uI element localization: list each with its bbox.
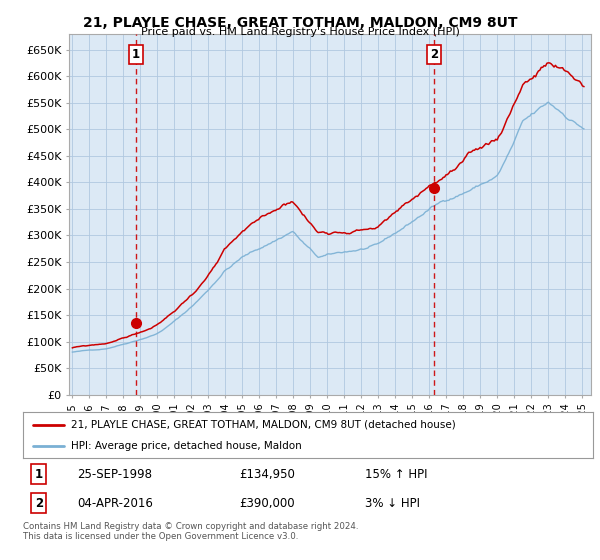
Text: 2: 2 (35, 497, 43, 510)
Text: 25-SEP-1998: 25-SEP-1998 (77, 468, 152, 480)
Text: 3% ↓ HPI: 3% ↓ HPI (365, 497, 420, 510)
Text: HPI: Average price, detached house, Maldon: HPI: Average price, detached house, Mald… (71, 441, 302, 451)
Text: 1: 1 (35, 468, 43, 480)
Text: 15% ↑ HPI: 15% ↑ HPI (365, 468, 427, 480)
Text: 04-APR-2016: 04-APR-2016 (77, 497, 153, 510)
Text: 2: 2 (430, 48, 438, 62)
Text: 1: 1 (132, 48, 140, 62)
Text: 21, PLAYLE CHASE, GREAT TOTHAM, MALDON, CM9 8UT: 21, PLAYLE CHASE, GREAT TOTHAM, MALDON, … (83, 16, 517, 30)
Text: Price paid vs. HM Land Registry's House Price Index (HPI): Price paid vs. HM Land Registry's House … (140, 27, 460, 37)
Text: 21, PLAYLE CHASE, GREAT TOTHAM, MALDON, CM9 8UT (detached house): 21, PLAYLE CHASE, GREAT TOTHAM, MALDON, … (71, 419, 456, 430)
Text: £390,000: £390,000 (239, 497, 295, 510)
Text: Contains HM Land Registry data © Crown copyright and database right 2024.
This d: Contains HM Land Registry data © Crown c… (23, 522, 358, 542)
Text: £134,950: £134,950 (239, 468, 295, 480)
